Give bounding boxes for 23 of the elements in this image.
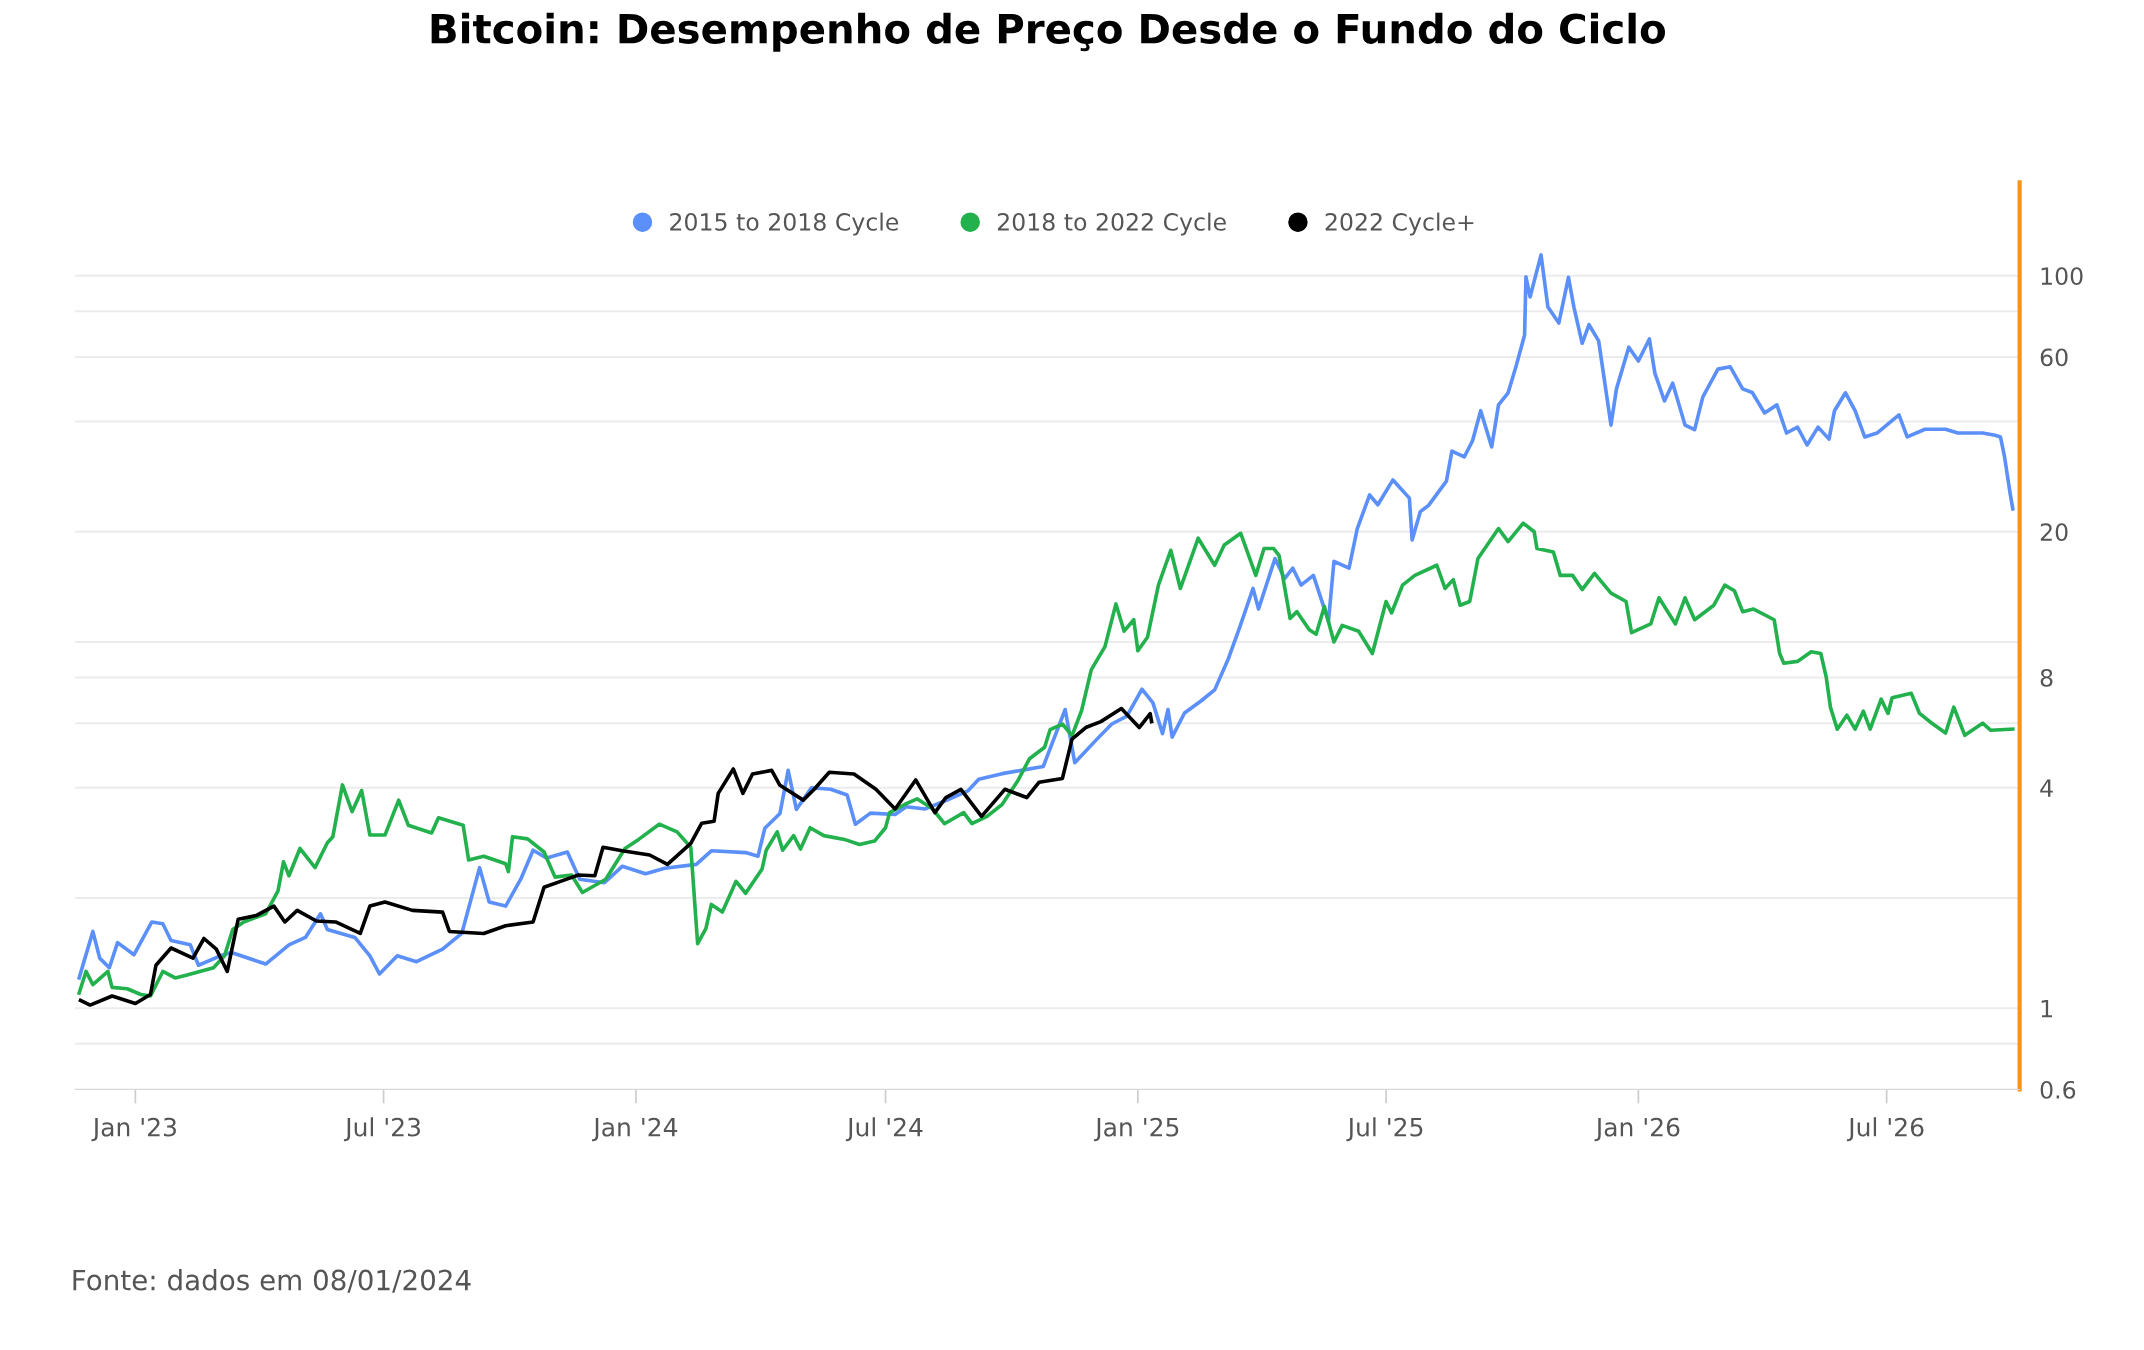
- x-tick-label: Jul '25: [1346, 1117, 1423, 1142]
- x-tick-label: Jan '25: [1093, 1117, 1179, 1142]
- x-tick-label: Jan '26: [1594, 1117, 1680, 1142]
- line-series: [77, 521, 2015, 998]
- y-tick-label: 8: [2040, 668, 2053, 687]
- line-series: [77, 253, 2015, 980]
- x-tick-label: Jul '24: [845, 1117, 923, 1142]
- y-tick-label: 0.6: [2040, 1080, 2076, 1099]
- x-tick-label: Jul '23: [343, 1117, 420, 1142]
- x-tick-label: Jan '23: [91, 1117, 176, 1142]
- line-series: [78, 706, 1154, 1007]
- x-tick-label: Jan '24: [592, 1117, 678, 1142]
- source-note: Fonte: dados em 08/01/2024: [73, 1269, 471, 1293]
- legend-label: 2015 to 2018 Cycle: [670, 212, 899, 236]
- legend-label: 2018 to 2022 Cycle: [997, 212, 1226, 236]
- y-tick-label: 4: [2040, 779, 2053, 797]
- x-tick-label: Jul '26: [1846, 1117, 1924, 1142]
- y-tick-label: 60: [2040, 348, 2068, 367]
- y-tick-label: 100: [2041, 267, 2083, 286]
- y-tick-label: 1: [2041, 999, 2052, 1018]
- y-tick-label: 20: [2040, 523, 2068, 542]
- legend-label: 2022 Cycle+: [1325, 212, 1474, 236]
- chart-title: Bitcoin: Desempenho de Preço Desde o Fundo do Ciclo: [431, 12, 1665, 52]
